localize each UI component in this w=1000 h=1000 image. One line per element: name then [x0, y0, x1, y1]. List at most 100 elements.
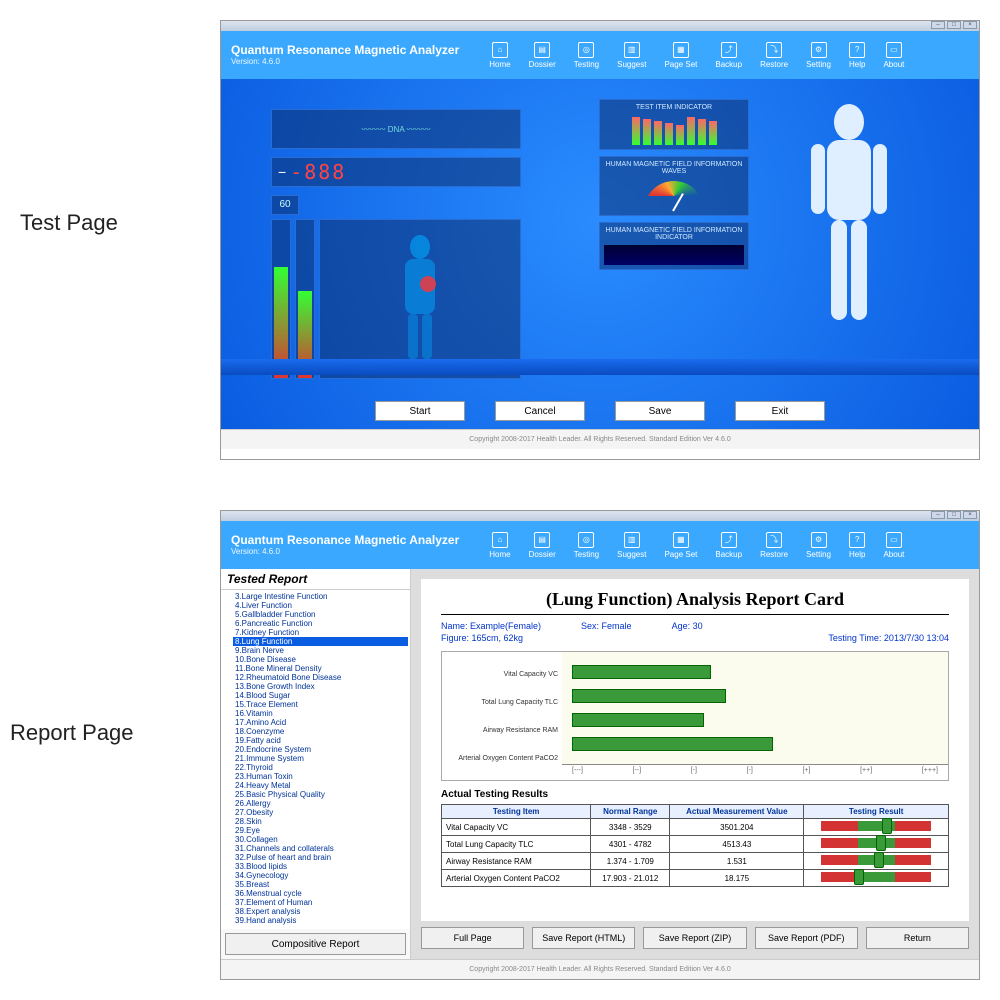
nav-suggest[interactable]: ▥Suggest [617, 532, 646, 559]
tree-item[interactable]: 36.Menstrual cycle [233, 889, 408, 898]
nav-restore[interactable]: ⤵Restore [760, 532, 788, 559]
tree-item[interactable]: 19.Fatty acid [233, 736, 408, 745]
tree-item[interactable]: 22.Thyroid [233, 763, 408, 772]
progress-value: 60 [271, 195, 299, 215]
tree-item[interactable]: 35.Breast [233, 880, 408, 889]
save-report-html--button[interactable]: Save Report (HTML) [532, 927, 635, 949]
report-chart: Vital Capacity VCTotal Lung Capacity TLC… [441, 651, 949, 781]
tree-item[interactable]: 23.Human Toxin [233, 772, 408, 781]
report-tree[interactable]: 3.Large Intestine Function4.Liver Functi… [221, 590, 410, 929]
return-button[interactable]: Return [866, 927, 969, 949]
close-button[interactable]: × [963, 511, 977, 519]
meter-2 [295, 219, 315, 379]
nav-about[interactable]: ▭About [883, 42, 904, 69]
tree-item[interactable]: 37.Element of Human [233, 898, 408, 907]
window-titlebar: – □ × [221, 511, 979, 521]
setting-icon: ⚙ [811, 42, 827, 58]
tree-item[interactable]: 25.Basic Physical Quality [233, 790, 408, 799]
sidebar-title: Tested Report [221, 569, 410, 590]
cancel-button[interactable]: Cancel [495, 401, 585, 421]
tree-item[interactable]: 9.Brain Nerve [233, 646, 408, 655]
start-button[interactable]: Start [375, 401, 465, 421]
nav-home[interactable]: ⌂Home [489, 42, 510, 69]
tree-item[interactable]: 18.Coenzyme [233, 727, 408, 736]
nav-testing[interactable]: ◎Testing [574, 42, 599, 69]
digital-readout: -888 [290, 160, 346, 184]
compositive-report-button[interactable]: Compositive Report [225, 933, 406, 955]
tree-item[interactable]: 28.Skin [233, 817, 408, 826]
tree-item[interactable]: 20.Endocrine System [233, 745, 408, 754]
tree-item[interactable]: 21.Immune System [233, 754, 408, 763]
minimize-button[interactable]: – [931, 21, 945, 29]
tree-item[interactable]: 12.Rheumatoid Bone Disease [233, 673, 408, 682]
tree-item[interactable]: 34.Gynecology [233, 871, 408, 880]
close-button[interactable]: × [963, 21, 977, 29]
dna-panel: 〰〰〰 DNA 〰〰〰 [271, 109, 521, 149]
app-title: Quantum Resonance Magnetic Analyzer [231, 44, 459, 57]
tree-item[interactable]: 11.Bone Mineral Density [233, 664, 408, 673]
tree-item[interactable]: 6.Pancreatic Function [233, 619, 408, 628]
nav-dossier[interactable]: ▤Dossier [529, 532, 556, 559]
nav-help[interactable]: ?Help [849, 42, 865, 69]
testing-icon: ◎ [578, 42, 594, 58]
tree-item[interactable]: 39.Hand analysis [233, 916, 408, 925]
full-page-button[interactable]: Full Page [421, 927, 524, 949]
tree-item[interactable]: 24.Heavy Metal [233, 781, 408, 790]
tree-item[interactable]: 32.Pulse of heart and brain [233, 853, 408, 862]
save-report-pdf--button[interactable]: Save Report (PDF) [755, 927, 858, 949]
nav-backup[interactable]: ⤴Backup [715, 42, 742, 69]
tree-item[interactable]: 5.Gallbladder Function [233, 610, 408, 619]
tree-item[interactable]: 26.Allergy [233, 799, 408, 808]
tree-item[interactable]: 33.Blood lipids [233, 862, 408, 871]
save-report-zip--button[interactable]: Save Report (ZIP) [643, 927, 746, 949]
tree-item[interactable]: 31.Channels and collaterals [233, 844, 408, 853]
chart-bar [572, 737, 773, 751]
digital-panel: − -888 [271, 157, 521, 187]
nav-about[interactable]: ▭About [883, 532, 904, 559]
maximize-button[interactable]: □ [947, 511, 961, 519]
suggest-icon: ▥ [624, 42, 640, 58]
tree-item[interactable]: 15.Trace Element [233, 700, 408, 709]
tree-item[interactable]: 27.Obesity [233, 808, 408, 817]
nav-setting[interactable]: ⚙Setting [806, 42, 831, 69]
chart-bar [572, 665, 711, 679]
maximize-button[interactable]: □ [947, 21, 961, 29]
tree-item[interactable]: 7.Kidney Function [233, 628, 408, 637]
tree-item[interactable]: 10.Bone Disease [233, 655, 408, 664]
tree-item[interactable]: 16.Vitamin [233, 709, 408, 718]
exit-button[interactable]: Exit [735, 401, 825, 421]
section-label-test: Test Page [20, 210, 118, 236]
nav-backup[interactable]: ⤴Backup [715, 532, 742, 559]
nav-help[interactable]: ?Help [849, 532, 865, 559]
meta-sex: Sex: Female [581, 621, 632, 631]
nav-restore[interactable]: ⤵Restore [760, 42, 788, 69]
tree-item[interactable]: 4.Liver Function [233, 601, 408, 610]
chart-ylabel: Arterial Oxygen Content PaCO2 [446, 755, 558, 762]
tree-item[interactable]: 38.Expert analysis [233, 907, 408, 916]
tree-item[interactable]: 13.Bone Growth Index [233, 682, 408, 691]
report-area: (Lung Function) Analysis Report Card Nam… [411, 569, 979, 959]
tree-item[interactable]: 8.Lung Function [233, 637, 408, 646]
nav-dossier[interactable]: ▤Dossier [529, 42, 556, 69]
nav-setting[interactable]: ⚙Setting [806, 532, 831, 559]
app-version: Version: 4.6.0 [231, 547, 459, 556]
nav-home[interactable]: ⌂Home [489, 532, 510, 559]
meta-figure: Figure: 165cm, 62kg [441, 633, 523, 643]
page set-icon: ▦ [673, 532, 689, 548]
tree-item[interactable]: 3.Large Intestine Function [233, 592, 408, 601]
tree-item[interactable]: 17.Amino Acid [233, 718, 408, 727]
nav-suggest[interactable]: ▥Suggest [617, 42, 646, 69]
test-indicator-panel: TEST ITEM INDICATOR [599, 99, 749, 150]
table-header: Normal Range [591, 805, 670, 819]
tree-item[interactable]: 30.Collagen [233, 835, 408, 844]
table-row: Total Lung Capacity TLC4301 - 47824513.4… [442, 836, 949, 853]
nav-page set[interactable]: ▦Page Set [664, 42, 697, 69]
tree-item[interactable]: 14.Blood Sugar [233, 691, 408, 700]
about-icon: ▭ [886, 532, 902, 548]
minimize-button[interactable]: – [931, 511, 945, 519]
setting-icon: ⚙ [811, 532, 827, 548]
nav-testing[interactable]: ◎Testing [574, 532, 599, 559]
tree-item[interactable]: 29.Eye [233, 826, 408, 835]
save-button[interactable]: Save [615, 401, 705, 421]
nav-page set[interactable]: ▦Page Set [664, 532, 697, 559]
